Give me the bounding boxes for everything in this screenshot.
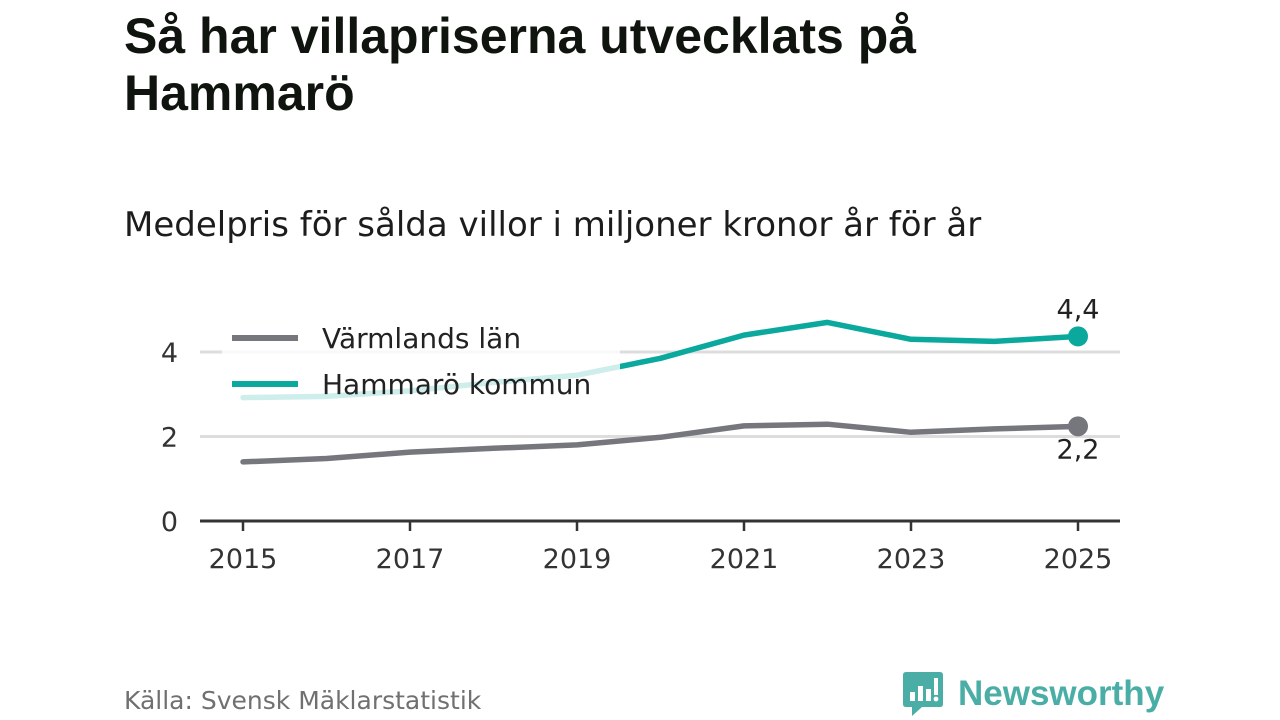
y-tick-label: 2 <box>161 423 178 454</box>
end-value-label: 2,2 <box>1057 434 1100 465</box>
y-tick-label: 0 <box>161 507 178 538</box>
x-tick-label: 2015 <box>209 544 278 575</box>
x-axis: 2015 2017 2019 2021 2023 2025 <box>200 519 1120 575</box>
legend: Värmlands län Hammarö kommun <box>222 314 620 406</box>
legend-label: Värmlands län <box>322 322 521 355</box>
y-tick-label: 4 <box>161 338 178 369</box>
x-tick-label: 2021 <box>710 544 779 575</box>
end-value-label: 4,4 <box>1057 294 1100 325</box>
brand-logo: Newsworthy <box>902 670 1164 718</box>
series-line-varmlands-lan <box>240 421 1081 465</box>
series-end-point <box>1068 326 1088 347</box>
x-tick-label: 2017 <box>376 544 445 575</box>
x-tick-label: 2025 <box>1044 544 1113 575</box>
series-end-point <box>1068 416 1088 437</box>
x-tick-label: 2023 <box>877 544 946 575</box>
legend-label: Hammarö kommun <box>322 368 591 401</box>
source-note: Källa: Svensk Mäklarstatistik <box>124 686 482 715</box>
chart-title: Så har villapriserna utvecklats på Hamma… <box>124 8 917 121</box>
legend-background <box>222 314 620 406</box>
chart-subtitle: Medelpris för sålda villor i miljoner kr… <box>124 205 982 245</box>
data-labels: 2,2 4,4 <box>1057 294 1100 465</box>
newsworthy-logo-icon <box>903 672 943 716</box>
x-tick-label: 2019 <box>543 544 612 575</box>
brand-name: Newsworthy <box>958 674 1165 713</box>
y-axis-ticks: 0 2 4 <box>161 338 178 538</box>
